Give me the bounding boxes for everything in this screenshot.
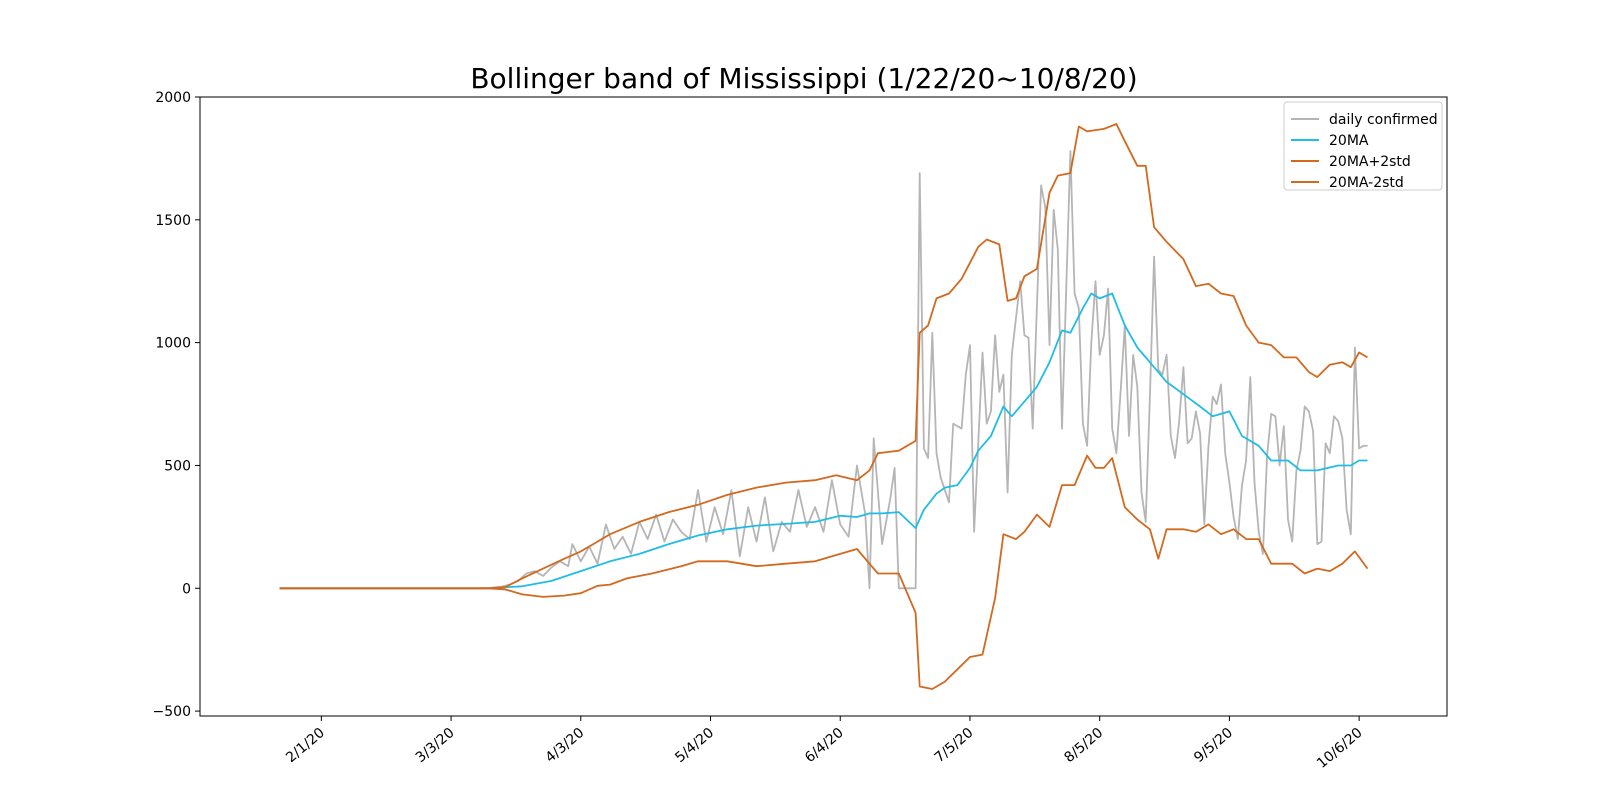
x-tick-label: 8/5/20	[1061, 725, 1106, 766]
x-tick-label: 6/4/20	[802, 725, 847, 766]
legend-label-20ma-2std: 20MA+2std	[1329, 154, 1411, 170]
x-tick-label: 9/5/20	[1191, 725, 1236, 766]
series-line-20ma-2std	[279, 123, 1368, 590]
y-axis: −500 0 500 1000 1500 2000	[153, 90, 200, 720]
y-tick-label: −500	[153, 704, 191, 720]
y-tick-label: 0	[182, 581, 191, 597]
y-tick-label: 2000	[155, 90, 191, 106]
chart-title: Bollinger band of Mississippi (1/22/20~1…	[470, 62, 1137, 95]
x-tick-label: 4/3/20	[543, 725, 588, 766]
x-axis: 2/1/20 3/3/20 4/3/20 5/4/20 6/4/20 7/5/20 8/5/…	[283, 716, 1366, 772]
y-tick-label: 1500	[155, 213, 191, 229]
legend-label-20ma-2std: 20MA-2std	[1329, 175, 1404, 191]
x-tick-label: 5/4/20	[672, 725, 717, 766]
plot-lines	[279, 123, 1369, 690]
plot-frame	[199, 96, 1448, 717]
y-tick-label: 1000	[155, 336, 191, 352]
legend-label-20ma: 20MA	[1329, 133, 1369, 149]
series-line-20ma-2std	[279, 454, 1369, 690]
legend-box	[1283, 101, 1443, 191]
x-tick-label: 7/5/20	[932, 725, 977, 766]
legend-label-daily-confirmed: daily confirmed	[1329, 112, 1438, 128]
x-tick-label: 3/3/20	[413, 725, 458, 766]
legend: daily confirmed 20MA 20MA+2std 20MA-2std	[1283, 101, 1443, 191]
series-line-20ma	[279, 292, 1368, 590]
series-line-daily-confirmed	[279, 150, 1368, 590]
x-tick-label: 10/6/20	[1314, 725, 1366, 772]
y-tick-label: 500	[164, 458, 191, 474]
x-tick-label: 2/1/20	[283, 725, 328, 766]
